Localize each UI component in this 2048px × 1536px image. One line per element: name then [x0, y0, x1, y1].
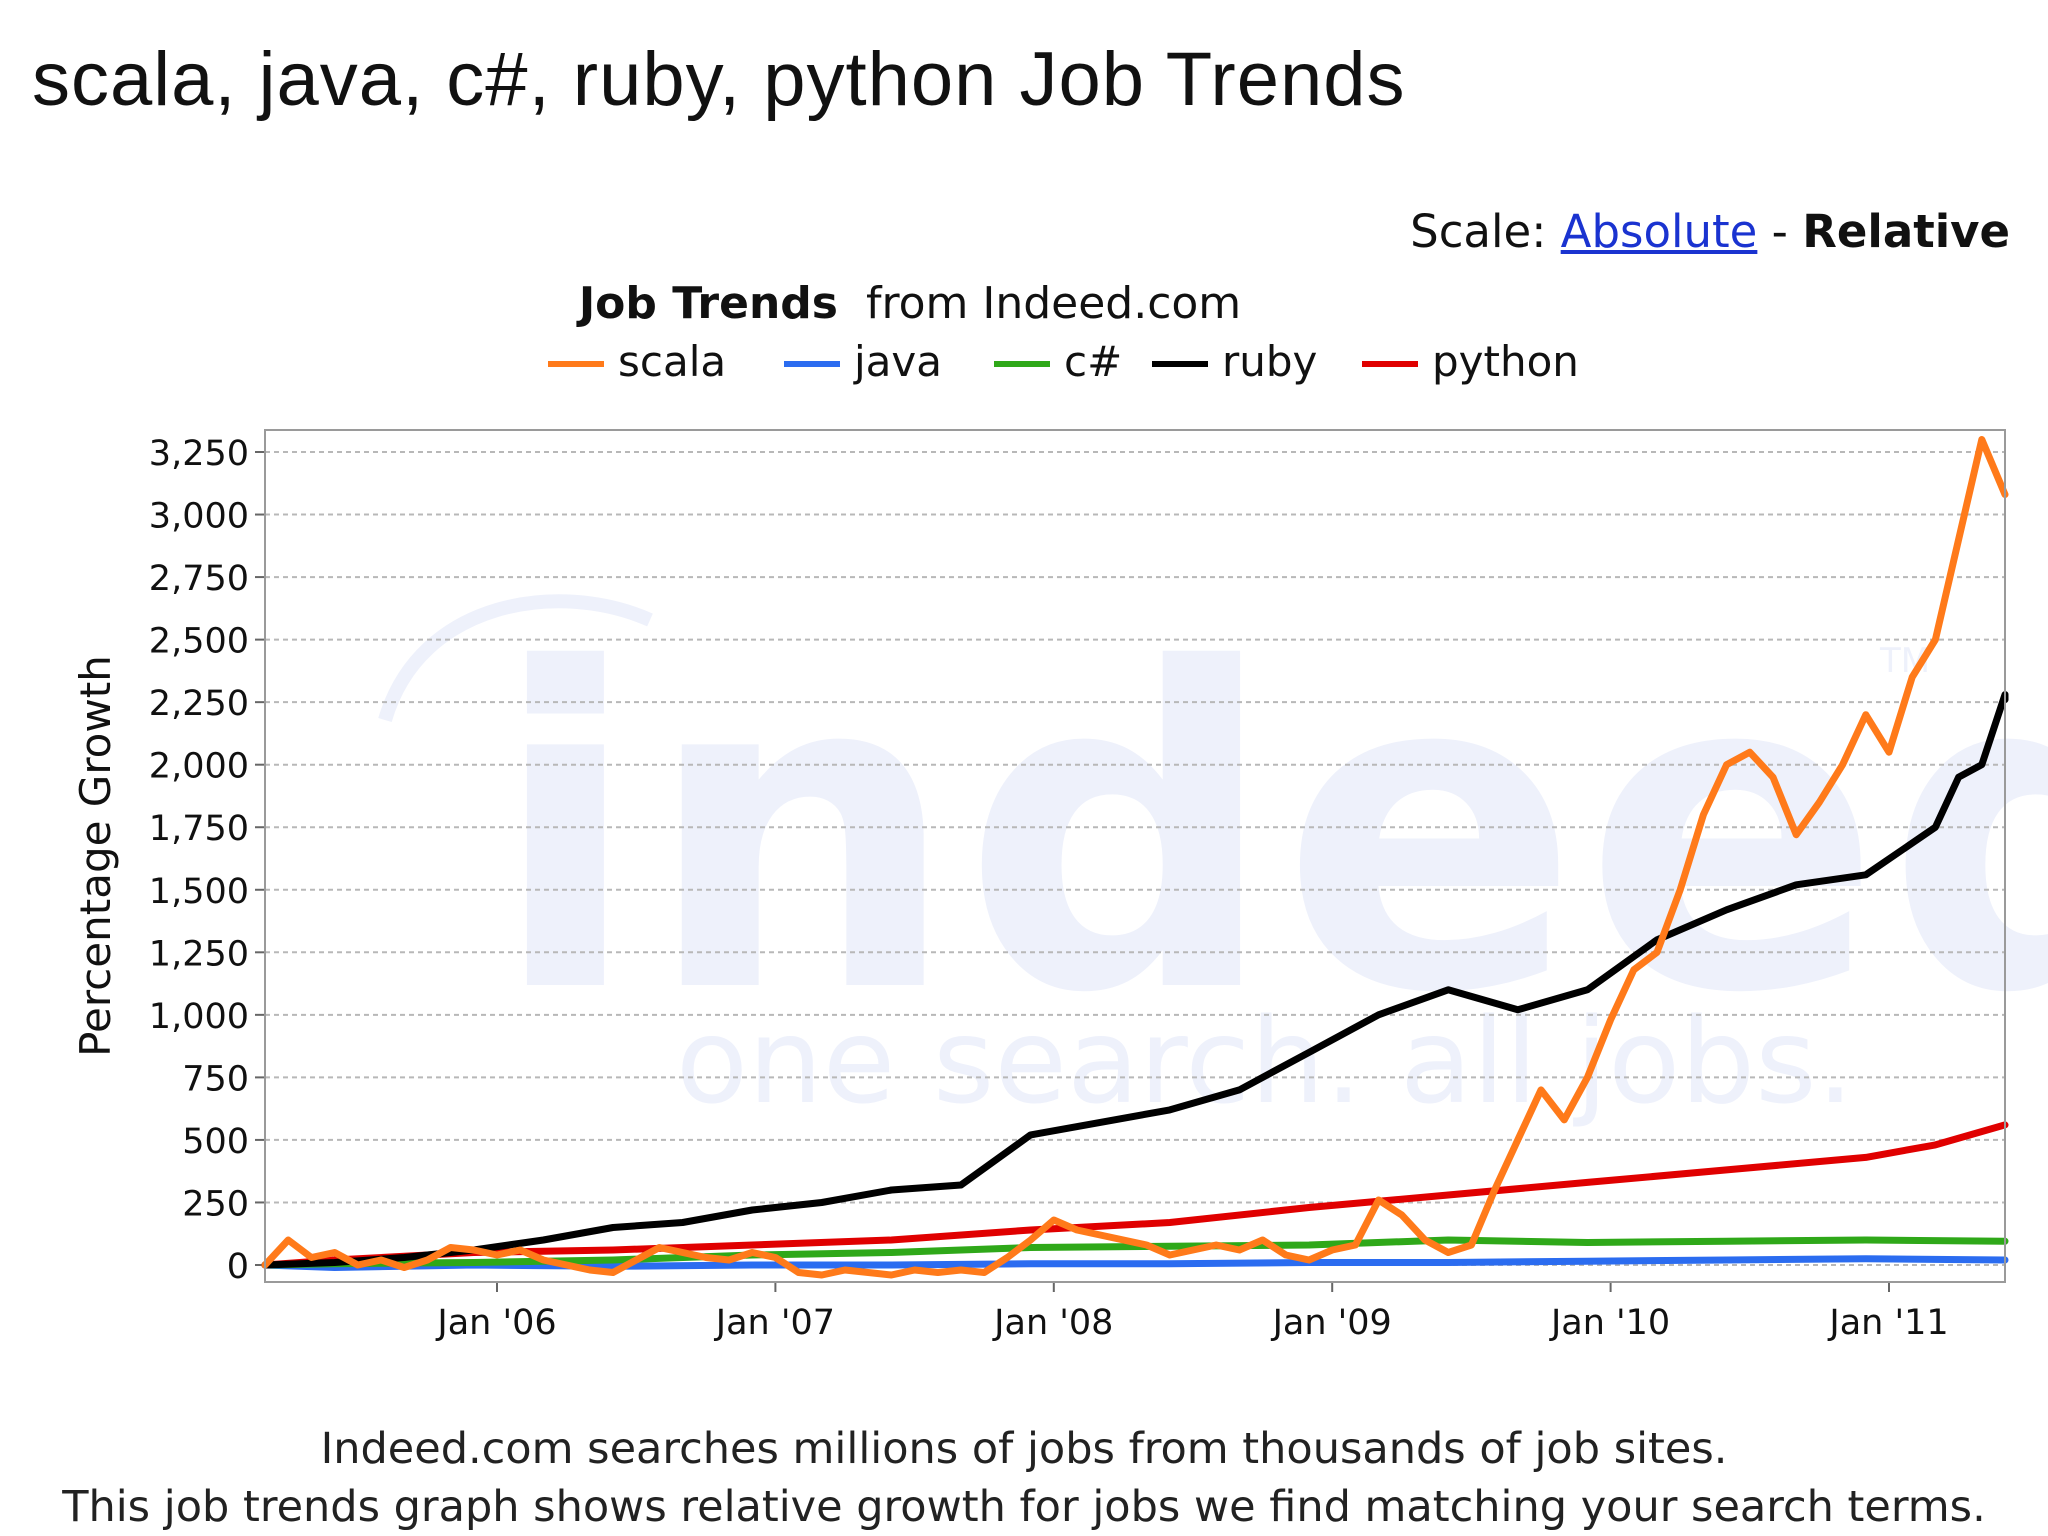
legend-label-scala: scala: [618, 337, 726, 386]
series-line-csharp: [261, 1236, 2009, 1269]
y-tick-label: 3,000: [149, 497, 249, 537]
y-tick-label: 3,250: [149, 434, 249, 474]
x-tick-label: Jan '10: [1549, 1303, 1670, 1343]
watermark-swoosh: [378, 594, 653, 722]
footer-line-1: Indeed.com searches millions of jobs fro…: [320, 1424, 1728, 1474]
y-tick-label: 500: [182, 1122, 249, 1162]
watermark-word: indeed: [490, 577, 2048, 1089]
plot-frame: [264, 429, 2006, 1283]
legend-label-java: java: [853, 337, 942, 386]
series-line-ruby: [261, 691, 2009, 1269]
chart-title-rest: from Indeed.com: [866, 278, 1241, 329]
watermark-tagline: one search. all jobs.: [676, 992, 1854, 1130]
x-tick-label: Jan '09: [1271, 1303, 1392, 1343]
y-tick-label: 2,750: [149, 559, 249, 599]
y-tick-label: 0: [227, 1247, 249, 1287]
x-tick-label: Jan '06: [435, 1303, 556, 1343]
y-tick-label: 750: [182, 1059, 249, 1099]
legend-label-python: python: [1432, 337, 1579, 386]
y-tick-label: 2,000: [149, 747, 249, 787]
y-tick-label: 1,750: [149, 809, 249, 849]
chart-grid: [265, 451, 2005, 1266]
footer-notes: Indeed.com searches millions of jobs fro…: [0, 1420, 2048, 1536]
x-axis: Jan '06 Jan '07 Jan '08 Jan '09 Jan '10 Jan '…: [435, 1282, 1949, 1343]
x-tick-label: Jan '08: [992, 1303, 1113, 1343]
y-tick-label: 1,250: [149, 934, 249, 974]
x-tick-label: Jan '11: [1827, 1303, 1948, 1343]
footer-line-2: This job trends graph shows relative gro…: [62, 1482, 1986, 1532]
y-axis-label: Percentage Growth: [71, 655, 120, 1057]
y-tick-label: 1,500: [149, 872, 249, 912]
chart-series: [261, 436, 2009, 1279]
y-tick-label: 2,250: [149, 684, 249, 724]
x-tick-label: Jan '07: [714, 1303, 835, 1343]
legend-label-ruby: ruby: [1222, 337, 1317, 386]
scale-separator: -: [1771, 205, 1788, 258]
scale-absolute-link[interactable]: Absolute: [1560, 205, 1758, 258]
page-title: scala, java, c#, ruby, python Job Trends: [32, 37, 1406, 122]
chart-legend: scala java c# ruby python: [548, 337, 1579, 386]
scale-relative-current: Relative: [1802, 205, 2010, 258]
scale-selector: Scale: Absolute - Relative: [1410, 205, 2010, 258]
series-line-scala: [261, 436, 2009, 1279]
y-tick-label: 250: [182, 1184, 249, 1224]
chart-title: Job Trends from Indeed.com: [576, 278, 1241, 329]
y-tick-label: 2,500: [149, 622, 249, 662]
y-axis: 0 250 500 750 1,000 1,250 1,500 1,750 2,000 2,250…: [149, 434, 265, 1287]
scale-label: Scale:: [1410, 205, 1547, 258]
job-trends-chart: Job Trends from Indeed.com scala java c# ru…: [71, 278, 2048, 1343]
y-tick-label: 1,000: [149, 997, 249, 1037]
indeed-watermark: indeed TM one search. all jobs.: [378, 577, 2048, 1130]
legend-label-c#: c#: [1064, 337, 1122, 386]
chart-title-bold: Job Trends: [576, 278, 838, 329]
